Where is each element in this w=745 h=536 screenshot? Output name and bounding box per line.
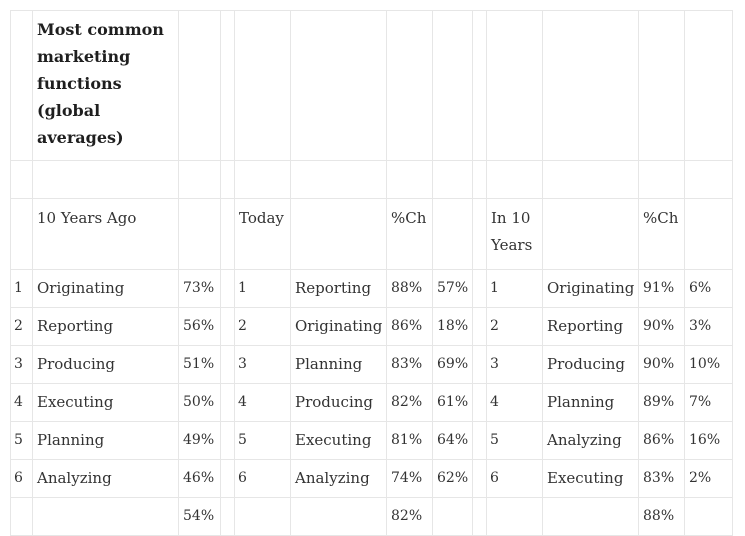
function-ten-years-ago: Planning bbox=[32, 421, 179, 460]
table-row: 4 Executing 50% 4 Producing 82% 61% 4 Pl… bbox=[10, 383, 733, 422]
function-ten-years-ago: Analyzing bbox=[32, 459, 179, 498]
function-in-ten-years: Executing bbox=[542, 459, 639, 498]
change-today: 64% bbox=[432, 421, 473, 460]
rank-in-ten-years: 5 bbox=[486, 421, 543, 460]
header-row: 10 Years Ago Today %Ch In 10 Years %Ch bbox=[10, 198, 733, 270]
change-today: 61% bbox=[432, 383, 473, 422]
change-in-ten-years: 6% bbox=[684, 269, 733, 308]
table-row: 1 Originating 73% 1 Reporting 88% 57% 1 … bbox=[10, 269, 733, 308]
percent-in-ten-years: 90% bbox=[638, 345, 685, 384]
rank-today: 6 bbox=[234, 459, 291, 498]
rank-in-ten-years: 6 bbox=[486, 459, 543, 498]
percent-ten-years-ago: 46% bbox=[178, 459, 221, 498]
function-ten-years-ago: Originating bbox=[32, 269, 179, 308]
title-row: Most common marketing functions (global … bbox=[10, 10, 733, 161]
table-row: 2 Reporting 56% 2 Originating 86% 18% 2 … bbox=[10, 307, 733, 346]
rank-in-ten-years: 1 bbox=[486, 269, 543, 308]
percent-ten-years-ago: 50% bbox=[178, 383, 221, 422]
rank-in-ten-years: 3 bbox=[486, 345, 543, 384]
function-ten-years-ago: Executing bbox=[32, 383, 179, 422]
percent-in-ten-years: 91% bbox=[638, 269, 685, 308]
percent-today: 74% bbox=[386, 459, 433, 498]
change-in-ten-years: 7% bbox=[684, 383, 733, 422]
function-today: Reporting bbox=[290, 269, 387, 308]
rank-today: 3 bbox=[234, 345, 291, 384]
percent-ten-years-ago: 51% bbox=[178, 345, 221, 384]
change-in-ten-years: 2% bbox=[684, 459, 733, 498]
function-in-ten-years: Reporting bbox=[542, 307, 639, 346]
rank-ten-years-ago: 5 bbox=[10, 421, 33, 460]
spacer-row bbox=[10, 160, 733, 199]
percent-in-ten-years: 90% bbox=[638, 307, 685, 346]
percent-ten-years-ago: 56% bbox=[178, 307, 221, 346]
header-pct-change-today: %Ch bbox=[386, 198, 433, 270]
rank-in-ten-years: 2 bbox=[486, 307, 543, 346]
percent-today: 86% bbox=[386, 307, 433, 346]
percent-today: 83% bbox=[386, 345, 433, 384]
percent-ten-years-ago: 73% bbox=[178, 269, 221, 308]
function-ten-years-ago: Producing bbox=[32, 345, 179, 384]
change-today: 18% bbox=[432, 307, 473, 346]
header-ten-years-ago: 10 Years Ago bbox=[32, 198, 179, 270]
rank-ten-years-ago: 4 bbox=[10, 383, 33, 422]
table-row: 3 Producing 51% 3 Planning 83% 69% 3 Pro… bbox=[10, 345, 733, 384]
rank-ten-years-ago: 1 bbox=[10, 269, 33, 308]
rank-in-ten-years: 4 bbox=[486, 383, 543, 422]
percent-in-ten-years: 83% bbox=[638, 459, 685, 498]
rank-ten-years-ago: 2 bbox=[10, 307, 33, 346]
change-today: 57% bbox=[432, 269, 473, 308]
function-in-ten-years: Producing bbox=[542, 345, 639, 384]
percent-in-ten-years: 89% bbox=[638, 383, 685, 422]
percent-today: 82% bbox=[386, 383, 433, 422]
function-in-ten-years: Analyzing bbox=[542, 421, 639, 460]
rank-today: 5 bbox=[234, 421, 291, 460]
function-in-ten-years: Planning bbox=[542, 383, 639, 422]
rank-today: 2 bbox=[234, 307, 291, 346]
change-today: 69% bbox=[432, 345, 473, 384]
change-in-ten-years: 16% bbox=[684, 421, 733, 460]
header-today: Today bbox=[234, 198, 291, 270]
function-today: Producing bbox=[290, 383, 387, 422]
rank-today: 1 bbox=[234, 269, 291, 308]
percent-in-ten-years: 86% bbox=[638, 421, 685, 460]
function-ten-years-ago: Reporting bbox=[32, 307, 179, 346]
function-today: Planning bbox=[290, 345, 387, 384]
percent-ten-years-ago: 49% bbox=[178, 421, 221, 460]
change-today: 62% bbox=[432, 459, 473, 498]
percent-today: 88% bbox=[386, 269, 433, 308]
rank-ten-years-ago: 6 bbox=[10, 459, 33, 498]
table-row: 6 Analyzing 46% 6 Analyzing 74% 62% 6 Ex… bbox=[10, 459, 733, 498]
rank-ten-years-ago: 3 bbox=[10, 345, 33, 384]
change-in-ten-years: 10% bbox=[684, 345, 733, 384]
table-row: 5 Planning 49% 5 Executing 81% 64% 5 Ana… bbox=[10, 421, 733, 460]
header-pct-change-future: %Ch bbox=[638, 198, 685, 270]
function-today: Executing bbox=[290, 421, 387, 460]
rank-today: 4 bbox=[234, 383, 291, 422]
marketing-functions-table: Most common marketing functions (global … bbox=[10, 10, 733, 536]
function-in-ten-years: Originating bbox=[542, 269, 639, 308]
percent-today: 81% bbox=[386, 421, 433, 460]
function-today: Analyzing bbox=[290, 459, 387, 498]
table-title: Most common marketing functions (global … bbox=[32, 10, 179, 161]
function-today: Originating bbox=[290, 307, 387, 346]
change-in-ten-years: 3% bbox=[684, 307, 733, 346]
header-in-ten-years: In 10 Years bbox=[486, 198, 543, 270]
